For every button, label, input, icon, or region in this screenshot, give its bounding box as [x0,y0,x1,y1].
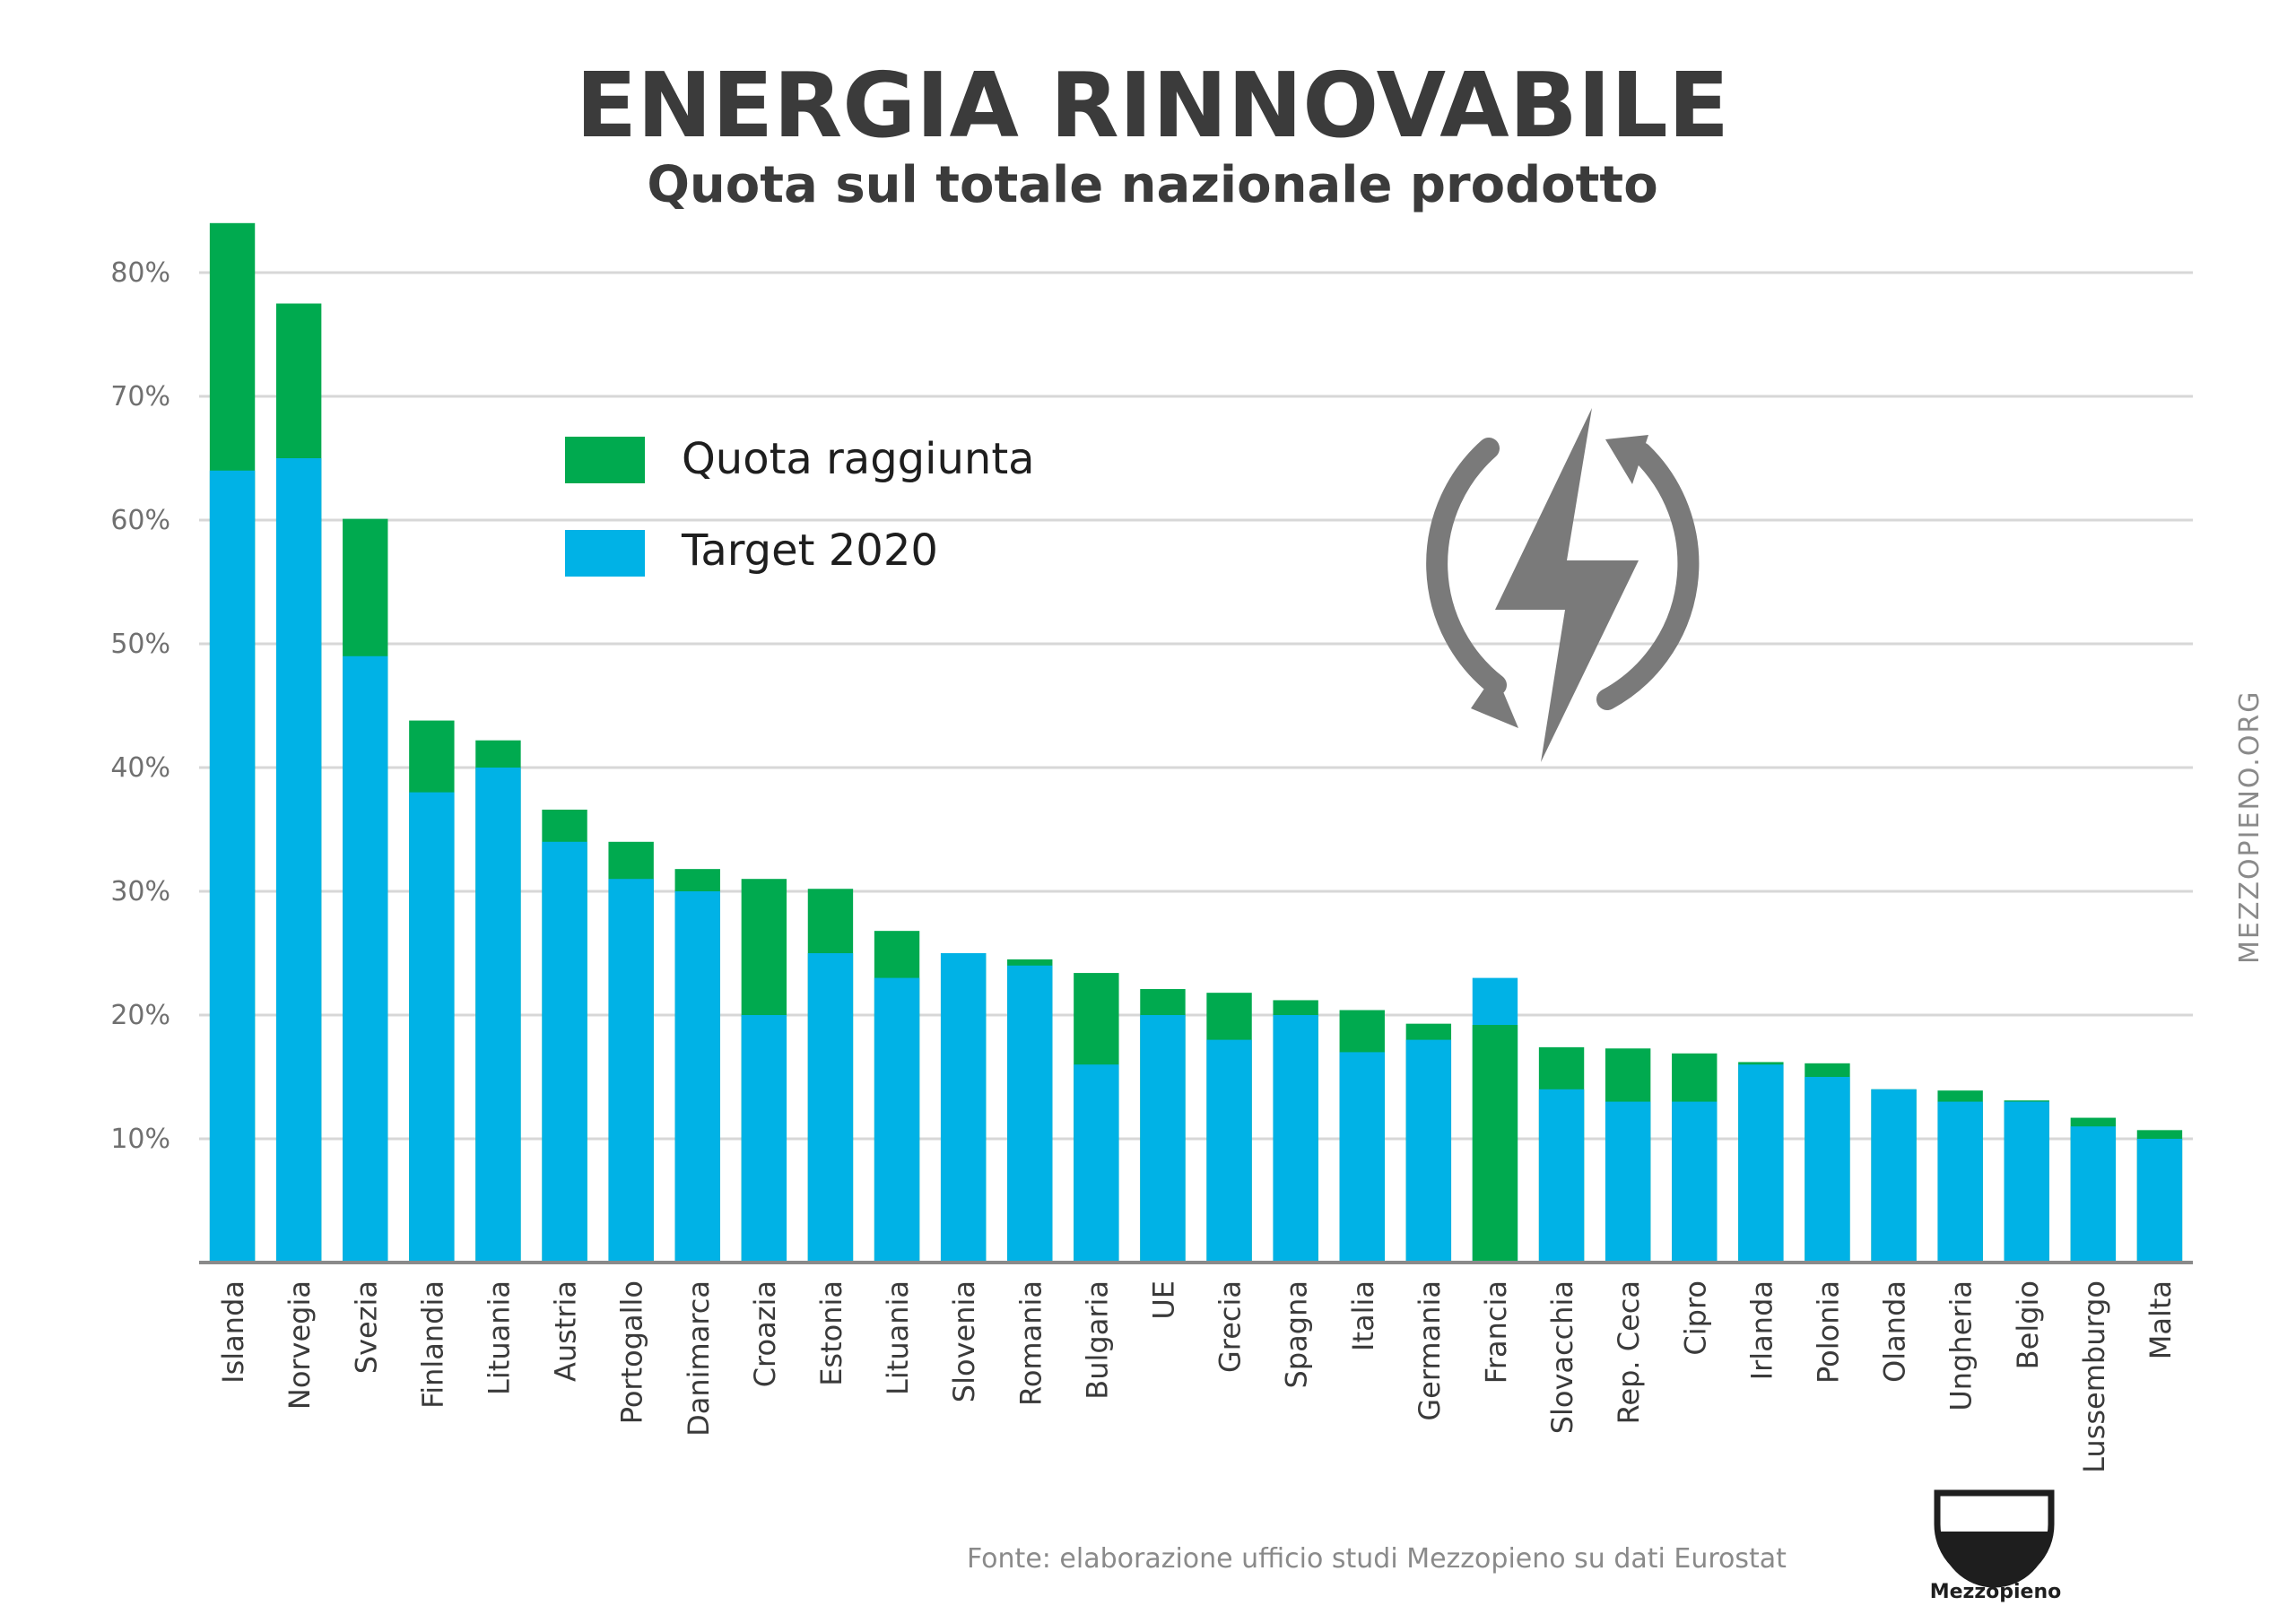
category-labels: Islanda Norvegia Svezia Finlandia Lituania Au… [216,1280,2178,1473]
side-website-text: MEZZOPIENO.ORG [2234,690,2266,964]
category-label: Slovenia [947,1280,981,1402]
category-label: Islanda [216,1280,250,1384]
category-label: Olanda [1878,1280,1912,1383]
bar-target-2020 [542,841,587,1263]
bar-target-2020 [1937,1101,1983,1263]
category-label: UE [1146,1280,1180,1320]
category-label: Norvegia [283,1280,317,1410]
bar-target-2020 [1405,1039,1452,1263]
bar-target-2020 [1074,1064,1119,1263]
category-label: Portogallo [615,1280,649,1424]
bar-target-2020 [940,953,987,1263]
y-tick-label: 10% [110,1124,170,1155]
legend: Quota raggiunta Target 2020 [565,434,1035,577]
grid-lines [199,271,2193,1141]
bar-target-2020 [1140,1015,1186,1263]
bar-quota-raggiunta [1472,1025,1518,1263]
category-label: Romania [1013,1280,1048,1406]
legend-swatch-quota [565,437,645,483]
legend-swatch-target [565,530,645,577]
category-label: Lussemburgo [2077,1280,2111,1473]
category-label: Finlandia [415,1280,449,1409]
legend-label-target: Target 2020 [681,525,938,576]
category-label: Belgio [2011,1280,2045,1369]
bar-target-2020 [1538,1089,1585,1263]
bar-target-2020 [275,458,322,1263]
bar-target-2020 [409,792,455,1263]
category-label: Grecia [1213,1280,1248,1373]
category-label: Spagna [1280,1280,1314,1388]
bar-target-2020 [343,655,388,1263]
bar-target-2020 [608,879,654,1263]
bar-target-2020 [1605,1101,1651,1263]
y-tick-label: 40% [110,752,170,784]
bar-target-2020 [1805,1077,1850,1263]
mezzopieno-logo [1934,1489,2055,1588]
category-label: Danimarca [682,1280,716,1436]
y-tick-label: 50% [110,629,170,660]
legend-label-quota: Quota raggiunta [682,434,1035,484]
bar-target-2020 [209,470,256,1263]
bar-target-2020 [1339,1052,1385,1263]
category-label: Croazia [748,1280,782,1387]
bar-target-2020 [674,891,720,1263]
category-label: Slovacchia [1545,1280,1579,1434]
category-label: Cipro [1678,1280,1712,1356]
chart-title: ENERGIA RINNOVABILE [576,53,1729,158]
category-label: Austria [549,1280,583,1382]
bar-target-2020 [1672,1101,1718,1263]
bar-target-2020 [1738,1064,1784,1263]
category-label: Svezia [349,1280,383,1374]
bar-target-2020 [1273,1015,1318,1263]
category-label: Rep. Ceca [1612,1280,1646,1424]
category-label: Lituania [482,1280,516,1395]
bar-target-2020 [1007,965,1053,1263]
bar-target-2020 [874,977,920,1263]
y-tick-label: 20% [110,1000,170,1031]
category-label: Irlanda [1744,1280,1779,1380]
category-label: Lituania [881,1280,915,1395]
bar-target-2020 [2136,1139,2183,1263]
category-label: Italia [1346,1280,1380,1351]
bar-target-2020 [741,1015,787,1263]
bar-target-2020 [2070,1126,2117,1263]
bar-target-2020 [807,953,854,1263]
category-label: Germania [1413,1280,1447,1421]
bar-series [209,222,2183,1263]
chart-subtitle: Quota sul totale nazionale prodotto [647,156,1657,214]
category-label: Polonia [1811,1280,1845,1384]
brand-name: Mezzopieno [1930,1581,2062,1603]
source-note: Fonte: elaborazione ufficio studi Mezzop… [967,1543,1787,1575]
y-tick-label: 70% [110,381,170,412]
y-tick-label: 60% [110,505,170,536]
y-axis-ticks: 10% 20% 30% 40% 50% 60% 70% 80% [110,257,170,1155]
renewable-energy-bolt-icon [1426,408,1700,762]
y-tick-label: 80% [110,257,170,289]
y-tick-label: 30% [110,876,170,907]
bar-target-2020 [2004,1101,2049,1263]
bar-target-2020 [1206,1039,1252,1263]
category-label: Ungheria [1944,1280,1979,1411]
category-label: Bulgaria [1080,1280,1114,1400]
bar-target-2020 [475,768,521,1263]
bar-target-2020 [1871,1089,1917,1263]
category-label: Malta [2144,1280,2178,1359]
category-label: Estonia [814,1280,848,1386]
category-label: Francia [1479,1280,1513,1384]
